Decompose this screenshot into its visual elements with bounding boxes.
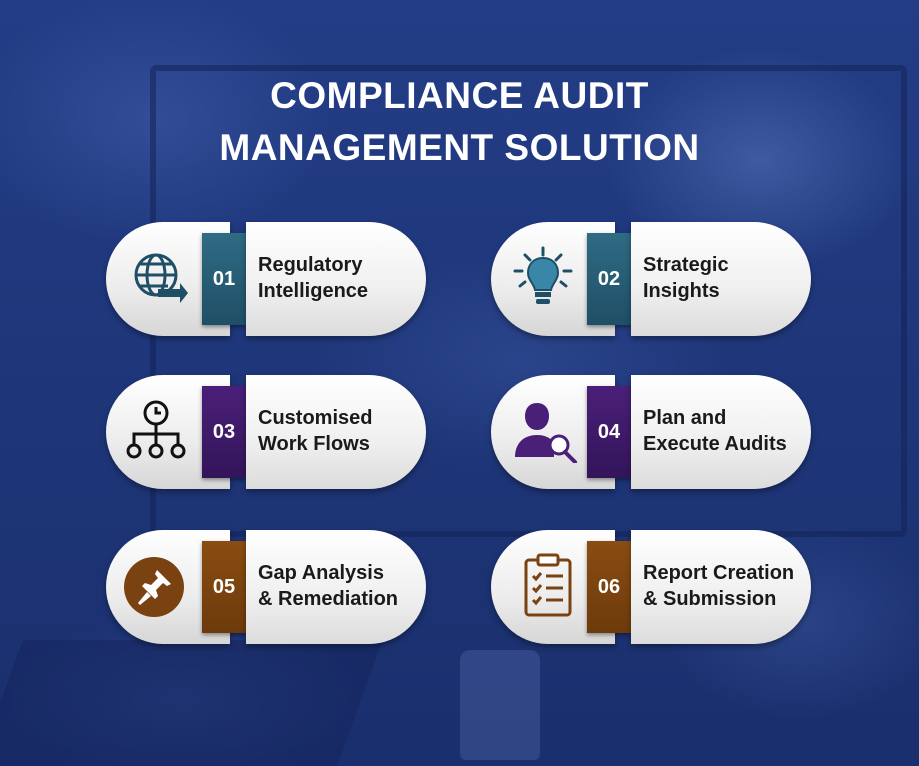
item-label-line-2: & Submission bbox=[643, 588, 777, 610]
page-title: COMPLIANCE AUDIT MANAGEMENT SOLUTION bbox=[0, 70, 919, 174]
item-label-line-1: Plan and bbox=[643, 407, 727, 429]
user-search-icon bbox=[515, 403, 577, 463]
item-label: Plan and Execute Audits bbox=[643, 405, 808, 457]
label-pill: Strategic Insights bbox=[631, 222, 811, 336]
item-label-line-1: Report Creation bbox=[643, 562, 795, 584]
item-label: Strategic Insights bbox=[643, 252, 808, 304]
item-label: Customised Work Flows bbox=[258, 405, 423, 457]
clipboard-checklist-icon bbox=[524, 553, 572, 617]
card-customised-work-flows: 03 Customised Work Flows bbox=[106, 375, 426, 489]
item-label-line-1: Gap Analysis bbox=[258, 562, 384, 584]
item-label-line-1: Strategic bbox=[643, 254, 729, 276]
lightbulb-icon bbox=[513, 246, 573, 304]
item-label-line-1: Customised bbox=[258, 407, 373, 429]
item-number-badge: 01 bbox=[202, 233, 246, 325]
label-pill: Gap Analysis & Remediation bbox=[246, 530, 426, 644]
item-label-line-2: Execute Audits bbox=[643, 433, 787, 455]
item-number-badge: 06 bbox=[587, 541, 631, 633]
item-number-badge: 05 bbox=[202, 541, 246, 633]
item-label-line-1: Regulatory bbox=[258, 254, 363, 276]
label-pill: Plan and Execute Audits bbox=[631, 375, 811, 489]
workflow-clock-icon bbox=[126, 400, 186, 459]
item-label: Gap Analysis & Remediation bbox=[258, 560, 423, 612]
label-pill: Report Creation & Submission bbox=[631, 530, 811, 644]
card-strategic-insights: 02 Strategic Insights bbox=[491, 222, 811, 336]
item-label: Report Creation & Submission bbox=[643, 560, 808, 612]
item-label-line-2: Intelligence bbox=[258, 280, 369, 302]
title-line-2: MANAGEMENT SOLUTION bbox=[219, 127, 700, 168]
item-label-line-2: & Remediation bbox=[258, 588, 399, 610]
item-label: Regulatory Intelligence bbox=[258, 252, 423, 304]
globe-arrow-icon bbox=[134, 253, 188, 303]
background-cup bbox=[460, 650, 540, 760]
title-line-1: COMPLIANCE AUDIT bbox=[270, 75, 649, 116]
card-report-creation: 06 Report Creation & Submission bbox=[491, 530, 811, 644]
card-gap-analysis: 05 Gap Analysis & Remediation bbox=[106, 530, 426, 644]
card-regulatory-intelligence: 01 Regulatory Intelligence bbox=[106, 222, 426, 336]
pushpin-icon bbox=[124, 557, 184, 617]
item-number-badge: 02 bbox=[587, 233, 631, 325]
item-number-badge: 03 bbox=[202, 386, 246, 478]
card-plan-execute-audits: 04 Plan and Execute Audits bbox=[491, 375, 811, 489]
label-pill: Customised Work Flows bbox=[246, 375, 426, 489]
item-label-line-2: Insights bbox=[643, 280, 720, 302]
background-keyboard bbox=[0, 640, 383, 766]
item-label-line-2: Work Flows bbox=[258, 433, 370, 455]
item-number-badge: 04 bbox=[587, 386, 631, 478]
label-pill: Regulatory Intelligence bbox=[246, 222, 426, 336]
